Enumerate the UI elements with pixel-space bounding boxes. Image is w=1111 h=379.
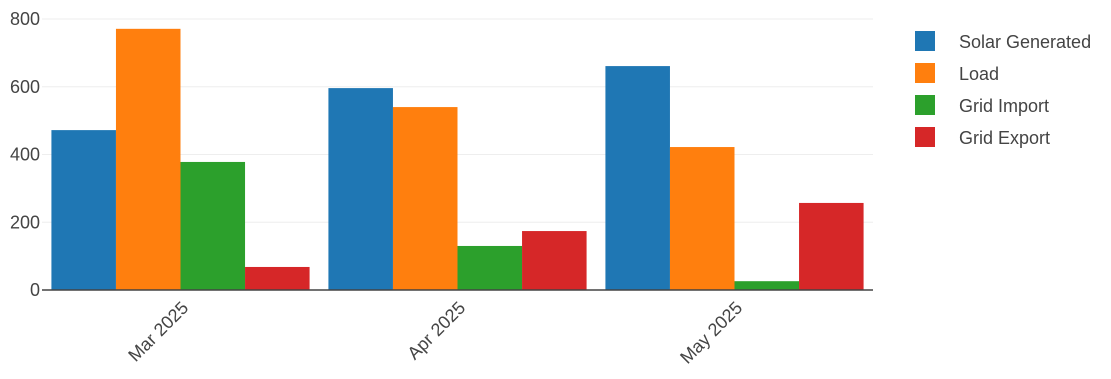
legend-item[interactable]: Grid Import	[915, 95, 1049, 116]
x-tick-label: May 2025	[676, 298, 746, 368]
x-tick-label: Apr 2025	[403, 298, 469, 364]
y-tick-label: 0	[30, 280, 40, 300]
legend-item[interactable]: Grid Export	[915, 127, 1050, 148]
legend-swatch	[915, 127, 935, 147]
bar-solar-generated	[51, 130, 116, 290]
legend-label: Grid Export	[959, 128, 1050, 148]
y-tick-label: 600	[10, 77, 40, 97]
bar-grid-export	[245, 266, 310, 290]
legend-item[interactable]: Solar Generated	[915, 31, 1091, 52]
legend-swatch	[915, 31, 935, 51]
bar-grid-export	[522, 231, 587, 290]
bar-grid-import	[734, 281, 800, 290]
x-tick-label: Mar 2025	[124, 298, 192, 366]
legend-label: Grid Import	[959, 96, 1049, 116]
bar-solar-generated	[328, 88, 393, 290]
bar-grid-import	[457, 245, 523, 290]
bar-load	[392, 107, 458, 290]
bar-load	[115, 28, 181, 290]
legend-item[interactable]: Load	[915, 63, 999, 84]
bars	[51, 28, 864, 291]
bar-grid-import	[180, 161, 246, 290]
bar-solar-generated	[605, 66, 670, 291]
legend-swatch	[915, 95, 935, 115]
y-tick-label: 400	[10, 145, 40, 165]
legend: Solar Generated Load Grid Import Grid Expor…	[915, 31, 1091, 148]
bar-grid-export	[799, 202, 864, 290]
bar-load	[669, 147, 735, 290]
y-tick-label: 200	[10, 212, 40, 232]
legend-swatch	[915, 63, 935, 83]
legend-label: Load	[959, 64, 999, 84]
legend-label: Solar Generated	[959, 32, 1091, 52]
y-tick-label: 800	[10, 9, 40, 29]
